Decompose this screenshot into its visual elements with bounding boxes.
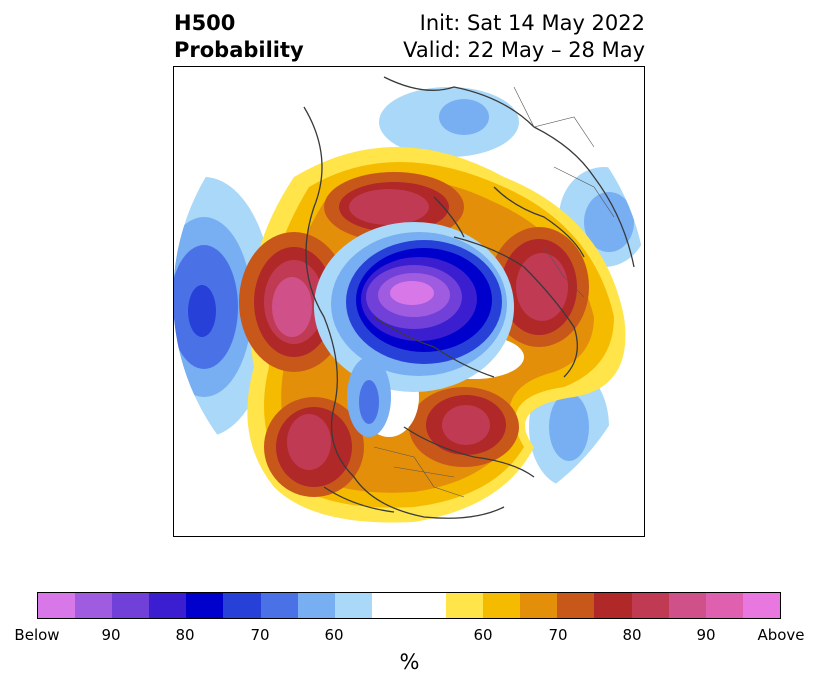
colorbar-segment <box>520 593 558 618</box>
probability-map <box>173 66 645 537</box>
colorbar-segment <box>149 593 187 618</box>
chart-title-left: H500 Probability <box>174 10 304 64</box>
colorbar-segment <box>75 593 113 618</box>
below-region-north-core <box>439 99 489 135</box>
colorbar-segment <box>631 593 669 618</box>
above-center-southwest-peak <box>287 414 331 470</box>
colorbar-segment <box>112 593 150 618</box>
title-variable: H500 <box>174 11 236 35</box>
anomaly-field <box>174 87 644 523</box>
colorbar-unit: % <box>399 650 420 674</box>
colorbar-segment <box>260 593 298 618</box>
map-svg <box>174 67 644 536</box>
colorbar-segment <box>371 593 409 618</box>
above-center-north-peak <box>349 189 429 225</box>
colorbar-segment <box>483 593 521 618</box>
colorbar-tick-label: 70 <box>250 626 270 644</box>
colorbar-tick-label: 70 <box>548 626 568 644</box>
colorbar-segment <box>446 593 484 618</box>
colorbar-segment <box>186 593 224 618</box>
colorbar-segment <box>705 593 743 618</box>
below-region-southeast-core <box>549 393 589 461</box>
colorbar-segment <box>668 593 706 618</box>
valid-range: Valid: 22 May – 28 May <box>403 38 645 62</box>
colorbar-tick-label: 80 <box>175 626 195 644</box>
colorbar-tick-labels: Below 90 80 70 60 60 70 80 90 Above <box>0 626 819 646</box>
colorbar-segment <box>223 593 261 618</box>
colorbar-segment <box>297 593 335 618</box>
above-center-southeast-peak <box>442 405 490 445</box>
globe-mask <box>174 67 644 536</box>
chart-title-right: Init: Sat 14 May 2022 Valid: 22 May – 28… <box>403 10 645 64</box>
colorbar-tick-label: 60 <box>473 626 493 644</box>
colorbar-segment <box>557 593 595 618</box>
colorbar-tick-label: 80 <box>622 626 642 644</box>
title-metric: Probability <box>174 38 304 62</box>
colorbar-segment <box>408 593 447 618</box>
polar-low-tail-core <box>359 380 379 424</box>
colorbar-tick-label: Below <box>14 626 60 644</box>
below-region-east-core <box>584 192 634 252</box>
above-center-west-peak <box>272 277 312 337</box>
colorbar-segment <box>334 593 372 618</box>
colorbar-tick-label: 60 <box>324 626 344 644</box>
polar-low-core <box>390 281 434 305</box>
colorbar-tick-label: 90 <box>101 626 121 644</box>
colorbar-segment <box>742 593 780 618</box>
below-region-west-peak <box>188 285 216 337</box>
borders <box>373 86 615 498</box>
colorbar-tick-label: 90 <box>696 626 716 644</box>
colorbar-segment <box>594 593 632 618</box>
colorbar-tick-label: Above <box>757 626 805 644</box>
colorbar-segment <box>38 593 76 618</box>
init-date: Init: Sat 14 May 2022 <box>419 11 645 35</box>
colorbar <box>37 592 781 619</box>
coastlines <box>303 76 635 519</box>
above-center-east-peak <box>516 253 568 321</box>
